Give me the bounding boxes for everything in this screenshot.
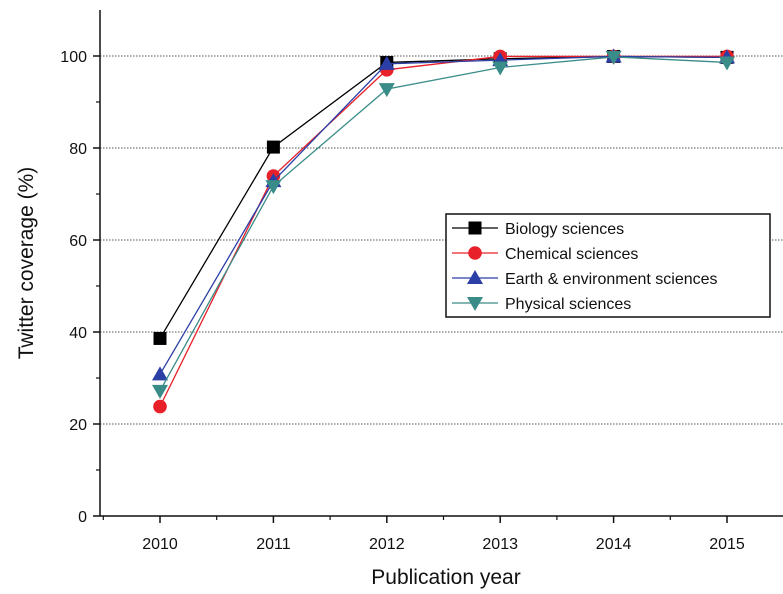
x-tick-label: 2013: [482, 536, 518, 553]
y-axis-title: Twitter coverage (%): [15, 167, 38, 360]
ticks: 0 20 40 60 80 100 2010 2011 2012 2013 2014 2015: [60, 49, 745, 553]
legend-marker: [468, 246, 482, 260]
data-point: [492, 61, 509, 76]
series-4: [152, 50, 735, 399]
data-point: [152, 384, 168, 399]
y-tick-label: 80: [69, 141, 87, 158]
data-point: [153, 399, 167, 414]
legend-label: Biology sciences: [505, 221, 624, 238]
legend-label: Earth & environment sciences: [505, 271, 718, 288]
x-tick-label: 2011: [256, 536, 291, 553]
axes: [99, 10, 783, 517]
legend-item: Earth & environment sciences: [452, 270, 718, 288]
x-axis-title: Publication year: [371, 566, 520, 589]
legend-label: Physical sciences: [505, 296, 631, 313]
data-point: [265, 180, 282, 195]
x-tick-label: 2014: [596, 536, 632, 553]
x-tick-label: 2010: [142, 536, 178, 553]
legend: Biology sciences Chemical sciences Earth &…: [445, 213, 771, 318]
series: [152, 48, 735, 414]
legend-item: Biology sciences: [452, 221, 624, 238]
series-line: [159, 56, 728, 392]
legend-box: [445, 213, 771, 318]
y-tick-label: 0: [78, 509, 87, 526]
data-point: [153, 331, 167, 345]
legend-marker: [467, 297, 483, 311]
y-tick-label: 60: [69, 233, 87, 250]
data-point: [152, 366, 168, 381]
series-line: [159, 55, 728, 375]
x-tick-label: 2015: [709, 536, 745, 553]
legend-item: Physical sciences: [452, 296, 631, 313]
data-point: [266, 140, 280, 154]
y-tick-label: 20: [69, 417, 87, 434]
data-point: [378, 83, 395, 98]
legend-label: Chemical sciences: [505, 246, 638, 263]
data-point: [378, 55, 395, 70]
data-point: [719, 56, 735, 71]
x-tick-label: 2012: [369, 536, 405, 553]
y-tick-label: 40: [69, 325, 87, 342]
legend-item: Chemical sciences: [452, 246, 638, 263]
y-tick-label: 100: [60, 49, 87, 66]
legend-marker: [467, 270, 483, 284]
legend-marker: [468, 221, 482, 235]
data-point: [605, 50, 622, 65]
